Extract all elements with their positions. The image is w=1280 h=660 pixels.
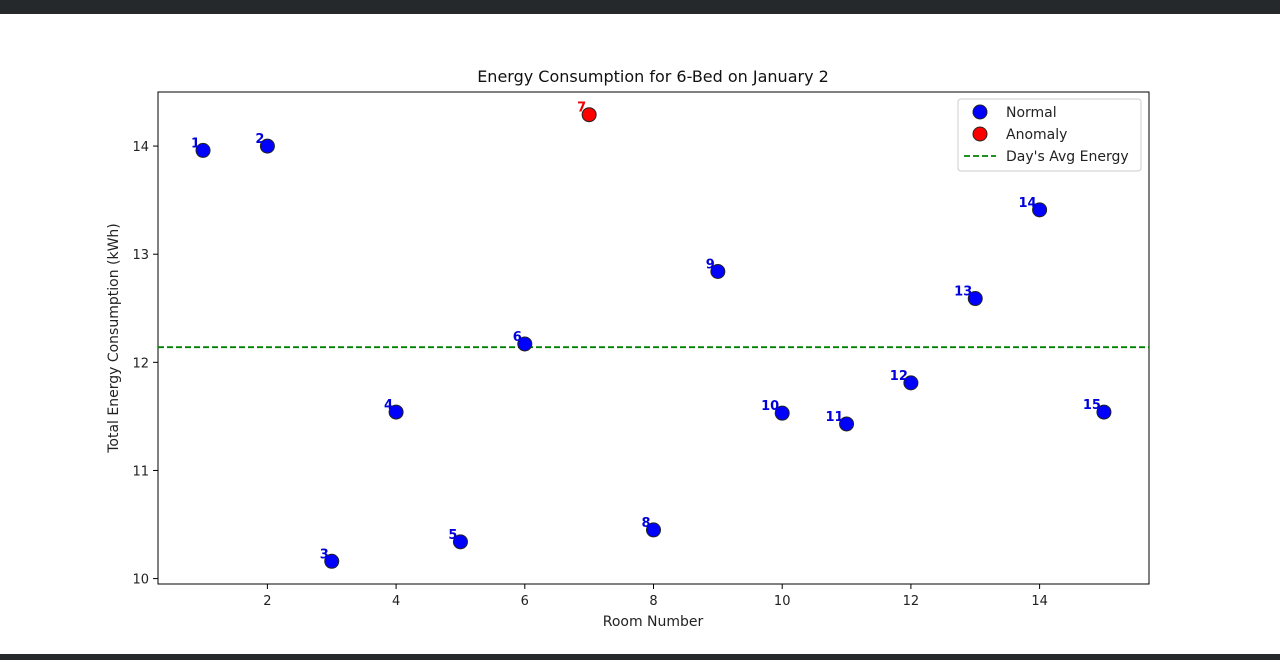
point-label-2: 2 — [255, 132, 264, 147]
normal-point-12 — [903, 375, 919, 391]
legend-box — [957, 98, 1142, 172]
x-tick-label: 4 — [392, 594, 400, 609]
point-label-4: 4 — [384, 398, 393, 413]
normal-point-10 — [774, 405, 790, 421]
x-tick-label: 14 — [1031, 594, 1048, 609]
x-tick-label: 2 — [263, 594, 271, 609]
legend-anomaly-marker — [972, 126, 988, 142]
point-label-11: 11 — [825, 410, 843, 425]
y-axis: 10 11 12 13 14 — [132, 140, 158, 588]
x-tick-label: 8 — [649, 594, 657, 609]
y-tick-label: 13 — [132, 248, 149, 263]
legend-anomaly-label: Anomaly — [1006, 127, 1067, 143]
normal-point-1 — [195, 142, 211, 158]
x-tick-label: 6 — [521, 594, 529, 609]
x-tick-label: 10 — [774, 594, 791, 609]
legend-normal-label: Normal — [1006, 105, 1057, 121]
point-label-12: 12 — [890, 369, 908, 384]
point-label-7: 7 — [577, 101, 586, 116]
x-tick-label: 12 — [903, 594, 920, 609]
normal-point-6 — [517, 336, 533, 352]
normal-point-3 — [324, 553, 340, 569]
point-label-14: 14 — [1019, 196, 1037, 211]
normal-point-9 — [710, 263, 726, 279]
anomaly-point-7 — [581, 107, 597, 123]
x-axis-label: Room Number — [603, 614, 704, 630]
normal-point-15 — [1096, 404, 1112, 420]
point-label-13: 13 — [954, 285, 972, 300]
legend: Normal Anomaly Day's Avg Energy — [957, 98, 1142, 172]
normal-point-2 — [259, 138, 275, 154]
window-bottom-bar — [0, 654, 1280, 660]
legend-average-label: Day's Avg Energy — [1006, 149, 1129, 165]
normal-point-11 — [839, 416, 855, 432]
point-label-6: 6 — [513, 330, 522, 345]
legend-normal-marker — [972, 104, 988, 120]
point-label-3: 3 — [320, 547, 329, 562]
normal-point-5 — [452, 534, 468, 550]
x-axis: 2 4 6 8 10 12 14 — [263, 584, 1048, 609]
y-tick-label: 11 — [132, 464, 149, 479]
y-tick-label: 10 — [132, 573, 149, 588]
point-label-1: 1 — [191, 136, 200, 151]
point-label-10: 10 — [761, 399, 779, 414]
window-top-bar — [0, 0, 1280, 14]
point-label-8: 8 — [641, 516, 650, 531]
normal-point-14 — [1032, 202, 1048, 218]
point-label-9: 9 — [706, 257, 715, 272]
normal-point-8 — [646, 522, 661, 538]
y-tick-label: 12 — [132, 356, 149, 371]
point-label-5: 5 — [448, 528, 457, 543]
point-label-15: 15 — [1083, 398, 1101, 413]
normal-point-13 — [967, 291, 983, 307]
normal-point-4 — [388, 404, 404, 420]
chart-title: Energy Consumption for 6-Bed on January … — [477, 67, 829, 86]
y-tick-label: 14 — [132, 140, 149, 155]
y-axis-label: Total Energy Consumption (kWh) — [106, 223, 122, 454]
